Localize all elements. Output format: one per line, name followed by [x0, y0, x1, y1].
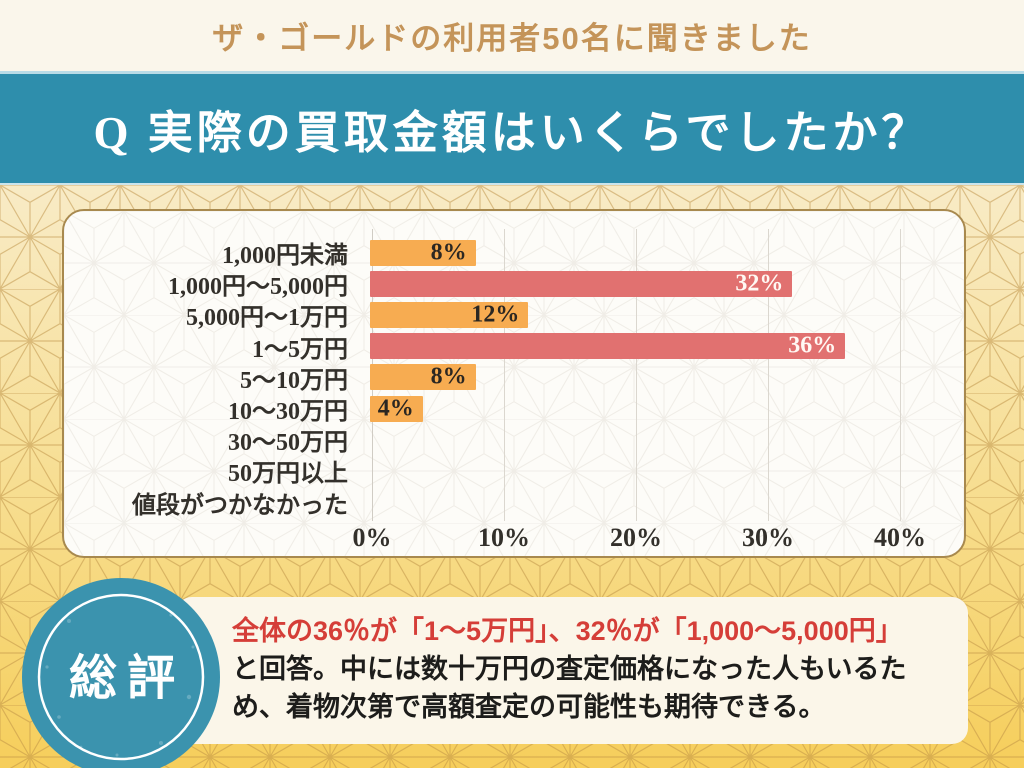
bar: 12% [370, 301, 529, 328]
bar-area: 4% [370, 395, 964, 422]
bar-value-label: 4% [377, 395, 414, 422]
summary-panel: 全体の36％が「1～5万円」、32％が「1,000～5,000円」 と回答。中に… [176, 597, 968, 744]
page-header: ザ・ゴールドの利用者50名に聞きました [0, 0, 1024, 71]
badge-label: 総評 [69, 652, 185, 705]
chart-row: 1,000円～5,000円 32% [64, 268, 964, 301]
bar-value-label: 32% [735, 270, 784, 297]
bar-area: 36% [370, 332, 964, 360]
chart-row: 1～5万円 36% [64, 331, 964, 363]
category-label: 10～30万円 [228, 399, 348, 426]
gridline [636, 229, 637, 521]
bar-area: 8% [370, 239, 964, 266]
bar-value-label: 8% [430, 363, 467, 390]
question-banner-text: Q 実際の買取金額はいくらでしたか？ [93, 108, 931, 158]
category-label: 1～5万円 [252, 336, 348, 363]
chart-row: 5～10万円 8% [64, 362, 964, 394]
chart-row: 値段がつかなかった [64, 487, 964, 519]
badge-circle [22, 578, 220, 768]
bar-area [370, 458, 964, 484]
chart-row: 1,000円未満 8% [64, 237, 964, 270]
bar-value-label: 36% [788, 332, 837, 359]
bar-value-label: 12% [471, 301, 520, 328]
category-label: 1,000円未満 [222, 243, 348, 270]
bar: 8% [370, 239, 476, 266]
question-banner: Q 実際の買取金額はいくらでしたか？ [0, 71, 1024, 185]
bar: 36% [370, 332, 846, 360]
x-tick-label: 20% [610, 523, 662, 552]
category-label: 50万円以上 [228, 461, 348, 488]
badge-stamp-speckles [45, 613, 195, 757]
summary-badge: 総評 [22, 578, 220, 768]
bar: 32% [370, 270, 793, 297]
category-label: 30～50万円 [228, 430, 348, 457]
chart-panel: 1,000円未満 8% 1,000円～5,000円 32% 5,000円～1万円 12% 1… [62, 209, 966, 558]
gridline [768, 229, 769, 521]
content-area: 1,000円未満 8% 1,000円～5,000円 32% 5,000円～1万円 12% 1… [0, 185, 1024, 768]
chart-row: 10～30万円 4% [64, 393, 964, 426]
bar-value-label: 8% [430, 239, 467, 266]
x-tick-label: 0% [352, 523, 392, 552]
category-label: 5,000円～1万円 [186, 305, 348, 332]
chart-rows: 1,000円未満 8% 1,000円～5,000円 32% 5,000円～1万円 12% 1… [64, 237, 964, 519]
summary-highlight-text: 全体の36％が「1～5万円」、32％が「1,000～5,000円」 [232, 616, 903, 646]
chart-row: 30～50万円 [64, 424, 964, 457]
gridline [504, 229, 505, 521]
x-tick-label: 10% [478, 523, 530, 552]
chart-row: 50万円以上 [64, 455, 964, 488]
category-label: 値段がつかなかった [132, 492, 348, 519]
gridline [900, 229, 901, 521]
chart-row: 5,000円～1万円 12% [64, 299, 964, 332]
x-tick-label: 40% [874, 523, 926, 552]
bar: 8% [370, 363, 476, 391]
bar-area: 32% [370, 270, 964, 297]
bar-area: 12% [370, 301, 964, 328]
bar: 4% [370, 395, 423, 422]
summary-body-text: と回答。中には数十万円の査定価格になった人もいるため、着物次第で高額査定の可能性… [232, 654, 907, 722]
chart-x-axis: 0% 10% 20% 30% 40% [353, 523, 927, 556]
page-title: ザ・ゴールドの利用者50名に聞きました [212, 21, 812, 56]
bar-area: 8% [370, 363, 964, 391]
category-label: 5～10万円 [240, 367, 348, 394]
asanoha-pattern-panel [64, 211, 964, 556]
badge-inner-ring [37, 593, 205, 761]
bar-area [370, 427, 964, 453]
category-label: 1,000円～5,000円 [168, 274, 348, 301]
x-tick-label: 30% [742, 523, 794, 552]
bar-area [370, 489, 964, 515]
